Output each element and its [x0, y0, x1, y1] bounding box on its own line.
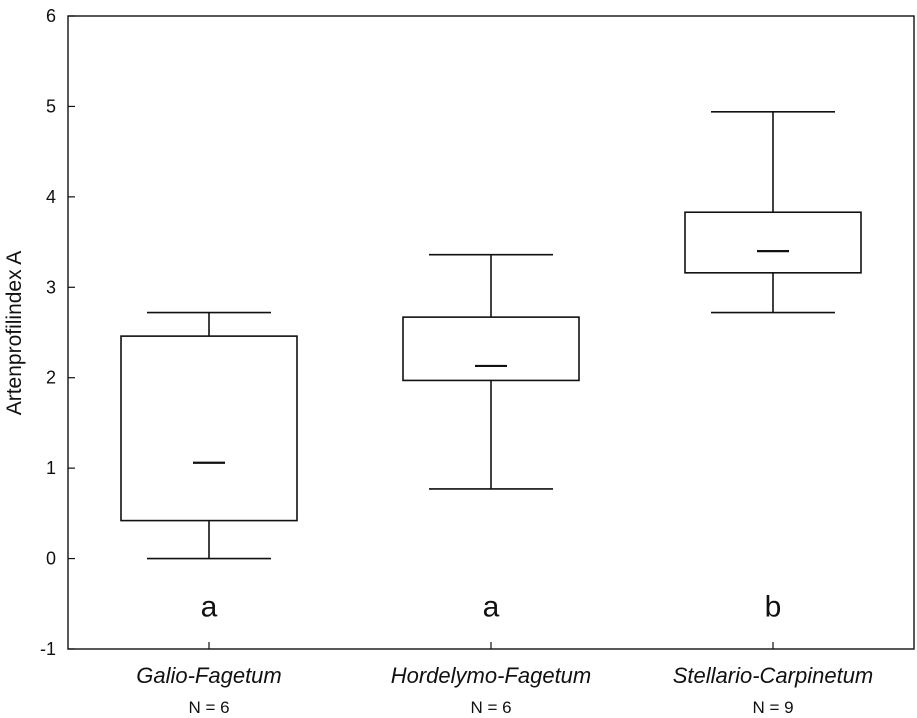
boxes	[120, 111, 862, 560]
y-tick-label: 3	[46, 277, 56, 297]
category-label: Galio-Fagetum	[136, 663, 282, 688]
y-axis-label: Artenprofilindex A	[3, 251, 26, 416]
y-tick-label: 1	[46, 458, 56, 478]
box-iqr	[402, 316, 580, 382]
box-iqr	[120, 335, 298, 522]
y-tick-label: -1	[40, 639, 56, 659]
y-tick-label: 4	[46, 187, 56, 207]
y-tick-label: 5	[46, 96, 56, 116]
y-tick-label: 2	[46, 368, 56, 388]
sample-size-label: N = 9	[752, 698, 793, 717]
category-label: Hordelymo-Fagetum	[391, 663, 592, 688]
box-group	[684, 111, 862, 314]
y-tick-label: 0	[46, 549, 56, 569]
box-iqr	[684, 211, 862, 274]
sample-size-label: N = 6	[188, 698, 229, 717]
significance-letter: a	[483, 590, 500, 623]
box-group	[120, 311, 298, 560]
y-axis: -1 0 1 2 3 4 5 6	[40, 6, 75, 659]
significance-letter: b	[765, 590, 782, 623]
significance-letter: a	[201, 590, 218, 623]
category-label: Stellario-Carpinetum	[673, 663, 874, 688]
box-group	[402, 253, 580, 490]
y-tick-label: 6	[46, 6, 56, 26]
sample-size-label: N = 6	[470, 698, 511, 717]
x-axis: Galio-Fagetum N = 6 Hordelymo-Fagetum N = 6…	[136, 642, 873, 717]
